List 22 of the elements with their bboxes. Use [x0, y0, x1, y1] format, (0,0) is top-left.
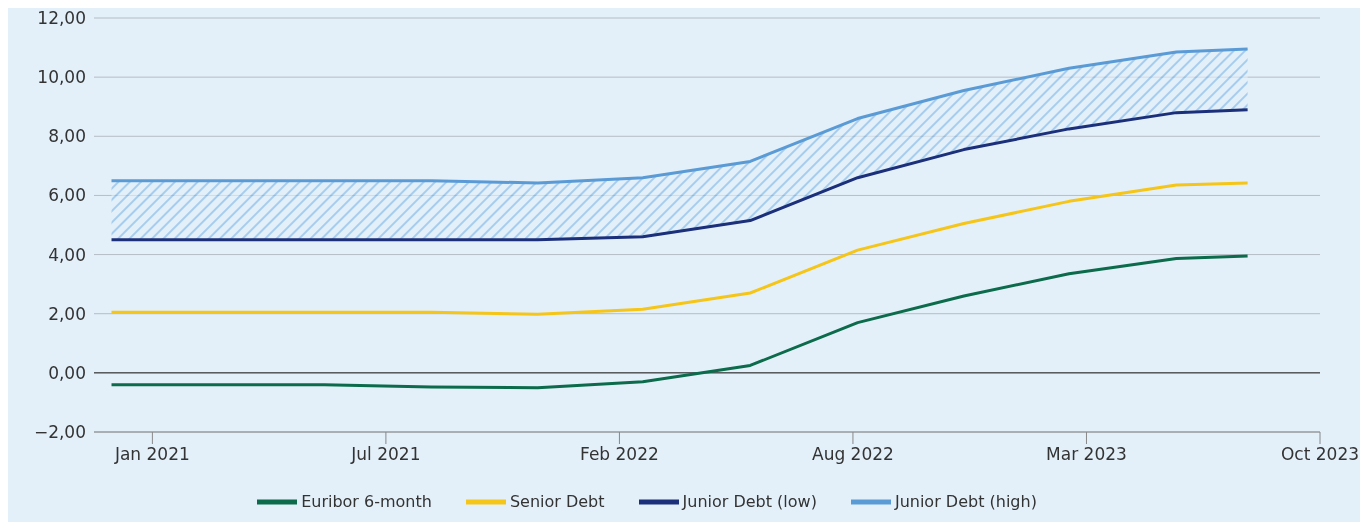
x-tick-label: Aug 2022: [812, 444, 894, 465]
line-series: [110, 181, 1250, 316]
legend-label: Junior Debt (low): [682, 491, 817, 511]
y-tick-label: 6,00: [48, 185, 86, 206]
line-series: [110, 254, 1250, 390]
x-tick-label: Jul 2021: [350, 444, 421, 465]
line-series: [110, 47, 1250, 185]
x-tick-label: Oct 2023: [1280, 444, 1360, 465]
legend-label: Euribor 6-month: [301, 491, 432, 511]
legend-label: Junior Debt (high): [894, 491, 1037, 511]
legend-label: Senior Debt: [509, 491, 605, 511]
x-tick-label: Jan 2021: [113, 444, 190, 465]
y-tick-label: 0,00: [48, 362, 86, 383]
line-series: [110, 108, 1250, 242]
x-tick-label: Mar 2023: [1046, 444, 1127, 465]
y-tick-label: 2,00: [48, 303, 86, 324]
x-tick-label: Feb 2022: [580, 444, 659, 465]
y-tick-label: 12,00: [37, 8, 86, 29]
y-tick-label: −2,00: [33, 422, 86, 443]
y-tick-label: 8,00: [48, 126, 86, 147]
y-tick-label: 10,00: [37, 67, 86, 88]
y-tick-label: 4,00: [48, 244, 86, 265]
